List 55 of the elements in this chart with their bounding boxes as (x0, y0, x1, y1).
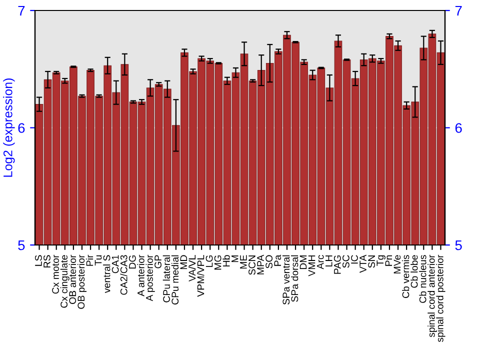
x-tick-label: VTA (360, 254, 366, 273)
x-tick-label: SPa ventral (282, 255, 290, 305)
x-tick-label: SC (342, 255, 350, 268)
x-tick-label: Cx motor (52, 254, 59, 294)
x-tick-label: CA1 (112, 255, 119, 274)
x-tick-label: IC (351, 255, 358, 264)
x-tick-label: A anterior (137, 254, 144, 296)
x-tick-label: SPa dorsal (290, 255, 298, 302)
x-tick-label: A posterior (146, 254, 155, 302)
x-tick-label: SCN (248, 256, 256, 275)
x-tick-label: PAG (334, 255, 341, 274)
x-tick-label: M (232, 256, 238, 262)
y-tick-label: 5 (18, 240, 25, 250)
y-tick-label: 7 (18, 6, 25, 16)
x-tick-label: DM (300, 256, 307, 270)
x-tick-label: DG (128, 255, 136, 269)
x-tick-label: Cx cingulate (60, 255, 70, 308)
y-axis-title: Log2 (expression) (3, 78, 15, 177)
x-tick-label: SO (266, 255, 273, 268)
x-tick-label: LS (34, 255, 42, 266)
x-tick-label: MG (214, 255, 222, 270)
y2-tick-label: 7 (455, 6, 462, 16)
x-tick-label: ME (240, 255, 247, 269)
y2-tick-label: 6 (455, 123, 462, 133)
x-tick-label: MPA (257, 254, 264, 274)
x-tick-label: Pn (385, 255, 392, 266)
x-tick-label: Pir (86, 254, 94, 266)
y2-tick-label: 5 (455, 240, 462, 250)
x-tick-label: Tu (94, 255, 102, 266)
x-tick-label: VA/VL (188, 255, 196, 282)
x-tick-label: LH (326, 256, 332, 266)
x-tick-label: CPu medial (171, 255, 179, 304)
x-tick-label: GP (154, 255, 162, 268)
x-tick-label: MD (180, 255, 187, 270)
x-tick-label: Cb nucleus (419, 255, 426, 303)
y-tick-label: 6 (18, 123, 25, 133)
x-tick-label: VMH (308, 256, 316, 276)
x-tick-label: VPM/VPL (197, 255, 204, 297)
x-tick-label: OB posterior (77, 254, 87, 309)
x-tick-label: Pa (274, 254, 282, 266)
x-tick-label: Cb lobe (410, 255, 418, 288)
x-tick-label: RS (44, 255, 50, 268)
x-tick-label: CA2/CA3 (120, 255, 128, 295)
x-tick-label: Arc (316, 254, 324, 270)
x-tick-label: SN (368, 256, 376, 268)
x-tick-label: Tg (376, 255, 386, 266)
x-tick-label: ventral S (103, 255, 110, 294)
x-tick-label: OB anterior (68, 254, 76, 304)
x-tick-label: spinal cord posterior (436, 254, 446, 342)
x-tick-label: MVe (394, 255, 401, 274)
x-tick-label: Cb vermis (402, 255, 410, 298)
x-tick-label: spinal cord anterior (428, 254, 437, 338)
x-tick-label: CPu lateral (162, 255, 170, 302)
x-tick-label: LG (206, 255, 213, 267)
x-tick-label: Hb (222, 255, 230, 266)
